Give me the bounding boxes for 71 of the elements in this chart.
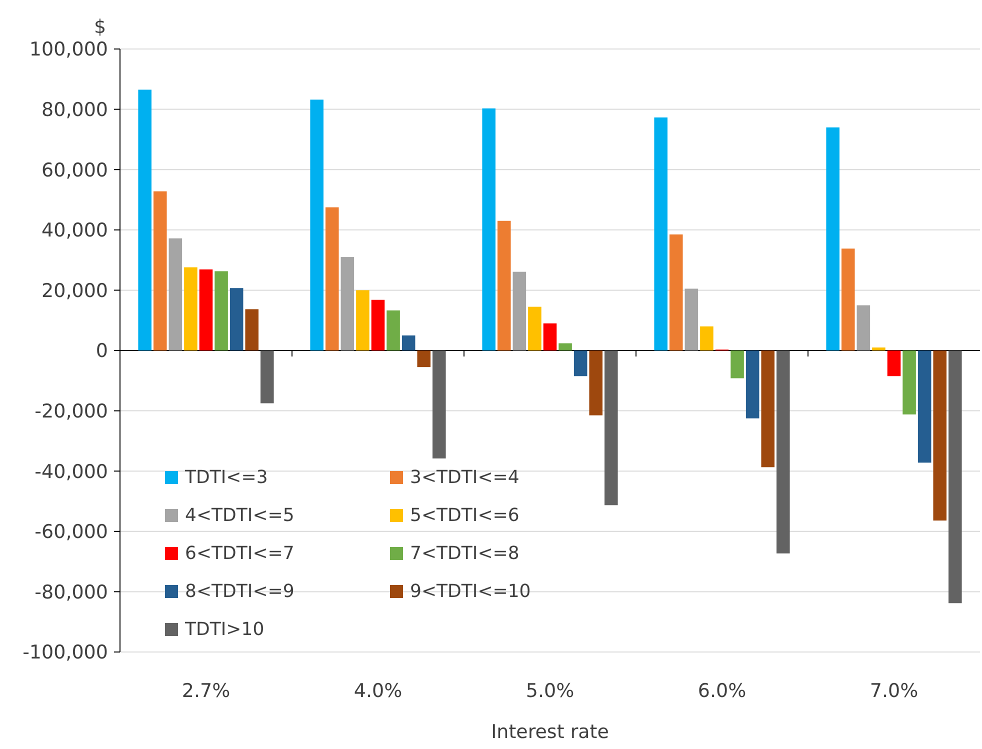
- bar: [761, 350, 775, 468]
- bar: [260, 350, 274, 404]
- legend-label: TDTI<=3: [184, 467, 268, 488]
- legend-label: TDTI>10: [184, 619, 264, 640]
- y-tick-label: -20,000: [34, 400, 108, 422]
- bar: [153, 191, 167, 350]
- bar: [918, 350, 932, 463]
- bar: [184, 267, 198, 350]
- x-tick-label: 5.0%: [526, 680, 574, 702]
- bar: [604, 350, 618, 506]
- bar: [417, 350, 431, 368]
- y-tick-label: -60,000: [34, 521, 108, 544]
- bar: [168, 238, 182, 350]
- legend-label: 7<TDTI<=8: [410, 543, 520, 564]
- bar: [543, 323, 557, 350]
- y-tick-label: -100,000: [22, 642, 108, 664]
- bar: [138, 90, 152, 350]
- legend-label: 9<TDTI<=10: [410, 581, 531, 602]
- bar: [684, 288, 698, 350]
- bar: [730, 350, 744, 378]
- bar: [776, 350, 790, 554]
- legend-label: 8<TDTI<=9: [185, 581, 294, 602]
- x-tick-label: 6.0%: [698, 680, 746, 702]
- bar: [669, 234, 683, 350]
- bar: [325, 207, 339, 350]
- bar: [497, 220, 511, 350]
- bar: [574, 350, 588, 376]
- legend-label: 6<TDTI<=7: [185, 543, 294, 564]
- legend-label: 3<TDTI<=4: [410, 467, 520, 488]
- bar: [230, 288, 244, 350]
- bar: [402, 335, 416, 350]
- bar: [700, 326, 714, 350]
- bar: [589, 350, 603, 416]
- bar: [340, 257, 354, 350]
- y-tick-label: 20,000: [42, 280, 108, 302]
- bar: [432, 350, 446, 458]
- bar: [482, 108, 496, 350]
- legend-label: 4<TDTI<=5: [185, 505, 294, 526]
- y-tick-label: 100,000: [29, 38, 108, 61]
- bar: [512, 272, 526, 350]
- bar: [872, 347, 886, 350]
- bar: [199, 269, 213, 350]
- bar: [746, 350, 760, 418]
- y-tick-label: 40,000: [42, 220, 108, 242]
- bar: [841, 248, 855, 350]
- bar: [654, 117, 668, 350]
- bar: [558, 343, 572, 350]
- bar: [310, 100, 324, 350]
- legend-label: 5<TDTI<=6: [410, 505, 520, 526]
- bar: [528, 306, 542, 350]
- x-tick-label: 7.0%: [870, 680, 918, 702]
- bar: [887, 350, 901, 376]
- bar: [948, 350, 962, 604]
- bar: [386, 310, 400, 350]
- y-tick-label: 60,000: [42, 159, 108, 182]
- y-tick-label: 0: [96, 340, 108, 362]
- x-tick-label: 4.0%: [354, 680, 402, 702]
- bar: [902, 350, 916, 414]
- bar: [214, 271, 228, 350]
- bar: [856, 305, 870, 350]
- y-axis-title: $: [94, 16, 106, 38]
- bar: [245, 309, 259, 350]
- y-tick-label: -80,000: [34, 581, 108, 604]
- bar: [933, 350, 947, 521]
- bar: [356, 290, 370, 350]
- bar: [826, 127, 840, 350]
- y-tick-label: 80,000: [42, 98, 108, 121]
- x-axis-title: Interest rate: [491, 721, 609, 743]
- bar: [371, 300, 385, 350]
- x-tick-label: 2.7%: [182, 680, 230, 702]
- y-tick-label: -40,000: [34, 460, 108, 483]
